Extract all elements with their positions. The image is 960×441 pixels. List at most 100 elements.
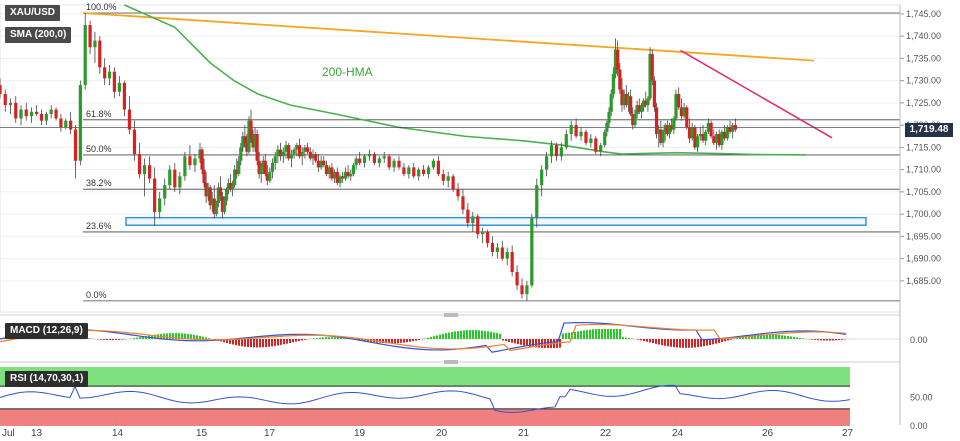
macd-histogram-bar: [643, 339, 645, 342]
macd-histogram-bar: [601, 329, 603, 339]
macd-histogram-bar: [205, 337, 207, 339]
macd-histogram-bar: [229, 339, 231, 344]
candle-bull: [535, 185, 539, 219]
macd-histogram-bar: [520, 339, 522, 345]
macd-badge: MACD (12,26,9): [5, 323, 88, 339]
macd-histogram-bar: [811, 339, 813, 340]
candle-bull: [540, 169, 544, 186]
macd-histogram-bar: [193, 334, 195, 339]
candle-bear: [723, 131, 727, 139]
candle-bear: [387, 156, 391, 168]
candle-bull: [107, 71, 112, 79]
x-tick-label: 21: [518, 428, 530, 439]
macd-histogram-bar: [430, 336, 432, 339]
candle-bear: [650, 53, 654, 81]
candle-bear: [554, 145, 559, 157]
candle-bear: [712, 136, 716, 143]
macd-histogram-bar: [739, 337, 741, 339]
candle-bull: [603, 131, 607, 146]
macd-histogram-bar: [115, 339, 117, 340]
macd-histogram-bar: [181, 333, 183, 339]
x-tick-label: 26: [762, 428, 774, 439]
candle-bull: [611, 73, 615, 94]
candle-bull: [648, 53, 652, 99]
macd-histogram-bar: [757, 334, 759, 339]
macd-histogram-bar: [112, 339, 114, 341]
macd-histogram-bar: [409, 339, 411, 342]
candle-bear: [456, 189, 460, 197]
macd-histogram-bar: [178, 333, 180, 339]
macd-histogram-bar: [823, 339, 825, 341]
candle-bull: [327, 167, 331, 175]
candle-bull: [382, 156, 386, 159]
candle-bear: [397, 160, 401, 168]
macd-histogram-bar: [637, 339, 639, 340]
candle-bear: [235, 169, 239, 175]
macd-histogram-bar: [322, 337, 324, 339]
candle-bear: [251, 138, 255, 148]
candle-bull: [289, 154, 293, 159]
candle-bear: [412, 167, 416, 177]
candle-bear: [297, 145, 302, 157]
candle-bear: [0, 85, 2, 94]
macd-histogram-bar: [316, 337, 318, 339]
macd-histogram-bar: [526, 339, 528, 346]
candle-bear: [358, 158, 362, 163]
macd-histogram-bar: [628, 337, 630, 339]
macd-histogram-bar: [100, 339, 102, 340]
macd-histogram-bar: [781, 335, 783, 339]
candle-bear: [287, 145, 291, 159]
candle-bear: [652, 80, 656, 108]
macd-histogram-bar: [343, 337, 345, 339]
candle-bear: [265, 174, 269, 181]
macd-histogram-bar: [253, 339, 255, 348]
macd-histogram-bar: [622, 337, 624, 339]
y-tick-label: 1,745.00: [906, 9, 941, 19]
macd-histogram-bar: [433, 336, 435, 339]
candle-bull: [214, 202, 218, 215]
macd-histogram-bar: [736, 338, 738, 339]
candle-bull: [545, 156, 549, 170]
macd-histogram-bar: [247, 339, 249, 347]
macd-histogram-bar: [292, 339, 294, 343]
candle-bull: [206, 187, 210, 197]
candle-bull: [44, 114, 48, 121]
macd-histogram-bar: [769, 334, 771, 339]
macd-histogram-bar: [760, 334, 762, 339]
macd-histogram-bar: [121, 339, 123, 340]
candle-bull: [259, 167, 263, 175]
macd-histogram-bar: [469, 330, 471, 339]
macd-histogram-bar: [463, 330, 465, 339]
trend-lines: [0, 4, 900, 156]
macd-histogram-bar: [565, 333, 567, 339]
macd-histogram-bar: [616, 329, 618, 339]
macd-histogram-bar: [490, 331, 492, 339]
macd-histogram-bar: [649, 339, 651, 343]
candle-bear: [314, 154, 318, 161]
candle-bull: [667, 125, 672, 135]
candle-bear: [204, 182, 208, 197]
candle-bull: [210, 198, 214, 206]
candle-bull: [706, 122, 710, 132]
candle-bull: [609, 93, 613, 112]
grid-layer: [0, 4, 901, 364]
candle-bull: [300, 151, 304, 157]
candle-bull: [605, 122, 609, 132]
macd-histogram-bar: [484, 330, 486, 339]
macd-histogram-bar: [103, 339, 105, 340]
macd-panel: 0.00: [0, 321, 928, 353]
candle-bear: [629, 96, 633, 115]
candle-bull: [367, 154, 372, 157]
macd-histogram-bar: [208, 338, 210, 339]
candle-bull: [635, 105, 639, 115]
macd-histogram-bar: [118, 339, 120, 340]
candle-bull: [646, 98, 650, 106]
candle-bull: [83, 25, 87, 86]
candle-bull: [311, 154, 315, 159]
candle-bull: [117, 82, 121, 92]
candle-bull: [224, 189, 229, 201]
candle-bear: [322, 160, 326, 166]
candle-bear: [461, 196, 465, 210]
candle-bull: [731, 125, 735, 132]
